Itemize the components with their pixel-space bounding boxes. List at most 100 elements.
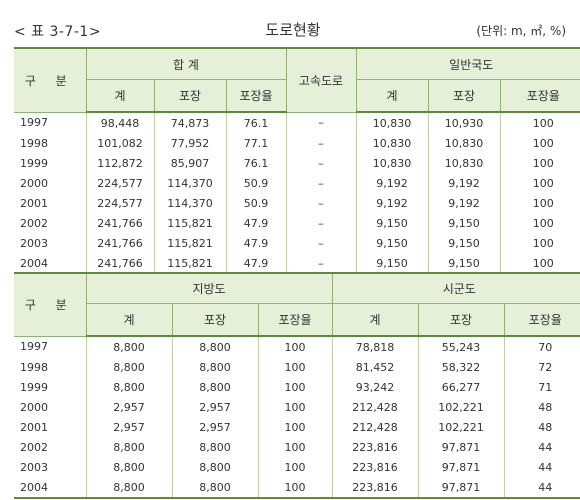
table-cell: 93,242 (331, 377, 419, 397)
subheader-total: 계 (86, 79, 155, 113)
table-cell: 8,800 (171, 357, 259, 377)
table-row: 2002 241,766 115,821 47.9–9,150 9,150 100 (14, 213, 580, 233)
table-cell: 9,150 (427, 233, 501, 253)
table-cell: 9,192 (355, 173, 429, 193)
table-cell: 100 (257, 357, 333, 377)
table-cell: – (285, 233, 357, 253)
table-cell: 85,907 (153, 153, 227, 173)
table-cell: 76.1 (225, 112, 287, 133)
header-national-road: 일반국도 (355, 47, 580, 80)
table-cell: 50.9 (225, 173, 287, 193)
table-row: 2001 2,957 2,957 100 212,428 102,221 48 (14, 417, 580, 437)
table-cell: 76.1 (225, 153, 287, 173)
table-cell: 9,150 (355, 253, 429, 275)
year-cell: 1999 (14, 377, 87, 397)
table-cell: 100 (499, 233, 580, 253)
table-cell: 102,221 (417, 397, 505, 417)
table-cell: 44 (503, 457, 580, 477)
header-city-road: 시군도 (331, 272, 580, 304)
table-cell: 44 (503, 477, 580, 499)
table-row: 2004 241,766 115,821 47.9–9,150 9,150 100 (14, 253, 580, 275)
unit-note: (단위: m, ㎡, %) (476, 24, 566, 38)
header-total: 합 계 (85, 47, 287, 80)
table-title: 도로현황 (265, 21, 321, 39)
table-cell: – (285, 193, 357, 213)
table-cell: 100 (499, 213, 580, 233)
table-cell: 100 (257, 377, 333, 397)
year-cell: 1999 (14, 153, 87, 173)
table-cell: 2,957 (171, 397, 259, 417)
table-cell: 100 (257, 336, 333, 357)
table-row: 1999 112,872 85,907 76.1–10,830 10,830 100 (14, 153, 580, 173)
table-cell: 10,830 (427, 133, 501, 153)
table-cell: 241,766 (85, 213, 155, 233)
table-cell: 71 (503, 377, 580, 397)
table-cell: 100 (257, 457, 333, 477)
table-cell: – (285, 112, 357, 133)
table-cell: – (285, 133, 357, 153)
table-row: 1997 98,448 74,873 76.1–10,830 10,930 100 (14, 112, 580, 133)
table-cell: 9,150 (355, 213, 429, 233)
table-cell: 224,577 (85, 173, 155, 193)
table-cell: 100 (499, 112, 580, 133)
table-cell: 2,957 (171, 417, 259, 437)
table-cell: 212,428 (331, 417, 419, 437)
table-cell: 8,800 (171, 336, 259, 357)
table-cell: 223,816 (331, 437, 419, 457)
table-cell: 55,243 (417, 336, 505, 357)
table-row: 2003 241,766 115,821 47.9–9,150 9,150 100 (14, 233, 580, 253)
subheader-total: 계 (331, 303, 419, 337)
year-cell: 1997 (14, 112, 87, 133)
year-cell: 2002 (14, 437, 87, 457)
table-cell: 8,800 (171, 457, 259, 477)
subheader-paved-rate: 포장율 (499, 79, 580, 113)
header-gubun: 구 분 (14, 272, 87, 337)
year-cell: 2003 (14, 233, 87, 253)
header-expressway: 고속도로 (285, 47, 357, 113)
table-cell: 224,577 (85, 193, 155, 213)
table-cell: 100 (499, 253, 580, 275)
table-cell: 10,930 (427, 112, 501, 133)
table-cell: 77.1 (225, 133, 287, 153)
table-cell: 9,192 (427, 193, 501, 213)
table-cell: 100 (499, 153, 580, 173)
table-cell: 8,800 (171, 477, 259, 499)
table-cell: 8,800 (85, 437, 173, 457)
subheader-paved-rate: 포장율 (503, 303, 580, 337)
subheader-paved: 포장 (427, 79, 501, 113)
table-cell: – (285, 153, 357, 173)
year-cell: 1998 (14, 357, 87, 377)
table-cell: 8,800 (85, 357, 173, 377)
table-cell: 97,871 (417, 477, 505, 499)
table-cell: 100 (257, 417, 333, 437)
subheader-paved: 포장 (417, 303, 505, 337)
table-cell: 10,830 (355, 133, 429, 153)
table-cell: 10,830 (427, 153, 501, 173)
subheader-total: 계 (86, 303, 173, 337)
table-cell: 100 (499, 193, 580, 213)
year-cell: 2003 (14, 457, 87, 477)
table-cell: 44 (503, 437, 580, 457)
table-cell: 9,150 (355, 233, 429, 253)
table-cell: 2,957 (85, 417, 173, 437)
table-row: 2003 8,800 8,800 100 223,816 97,871 44 (14, 457, 580, 477)
table-row: 2004 8,800 8,800 100 223,816 97,871 44 (14, 477, 580, 499)
table-cell: 100 (257, 397, 333, 417)
table-cell: 9,192 (427, 173, 501, 193)
table-cell: 212,428 (331, 397, 419, 417)
table-row: 1997 8,800 8,800 100 78,818 55,243 70 (14, 336, 580, 357)
table-cell: 97,871 (417, 437, 505, 457)
table-cell: 101,082 (85, 133, 155, 153)
table-cell: 114,370 (153, 193, 227, 213)
table-cell: 78,818 (331, 336, 419, 357)
table-cell: 114,370 (153, 173, 227, 193)
table-cell: 102,221 (417, 417, 505, 437)
header-gubun: 구 분 (14, 47, 87, 113)
table-cell: 70 (503, 336, 580, 357)
year-cell: 2004 (14, 253, 87, 275)
table-cell: 115,821 (153, 253, 227, 275)
table-cell: 10,830 (355, 153, 429, 173)
table-cell: 47.9 (225, 213, 287, 233)
table-cell: 8,800 (85, 477, 173, 499)
road-table-total-national: 구 분 합 계 고속도로 일반국도 계 포장 포장율 계 포장 포장율 1997… (14, 47, 580, 275)
